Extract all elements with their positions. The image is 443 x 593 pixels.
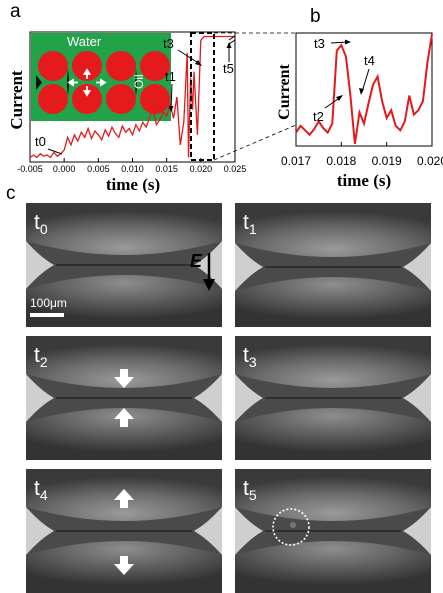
x-tick-label-a: 0.025: [224, 164, 247, 174]
scale-bar: [30, 313, 64, 317]
panel-a: a: [7, 1, 246, 194]
frame-t2: t2: [26, 336, 222, 460]
right-bright-wedge: [403, 507, 431, 555]
lower-droplet: [26, 275, 222, 327]
panel-b-axes: [295, 32, 433, 147]
oil-drop: [38, 51, 68, 81]
arrowhead-b-t2: [336, 95, 343, 101]
current-trace-b: [295, 33, 433, 144]
frame-t1: t1: [235, 203, 431, 327]
upper-droplet: [235, 203, 431, 257]
x-tick-label-b: 0.019: [372, 154, 402, 168]
axis-break: [228, 35, 236, 45]
xlabel-a: time (s): [106, 175, 160, 194]
upper-droplet: [26, 336, 222, 388]
label-t3: t3: [163, 36, 174, 51]
oil-drop: [106, 51, 136, 81]
x-tick-label-a: -0.005: [17, 164, 43, 174]
x-tick-label-a: 0.000: [53, 164, 76, 174]
arrowhead-b-t3: [345, 39, 351, 45]
water-label: Water: [67, 34, 102, 49]
label-b-t4: t4: [364, 53, 375, 68]
arrowhead-t5: [226, 42, 232, 48]
arrow-t0: [47, 148, 63, 155]
oil-drop: [140, 84, 170, 114]
lower-droplet: [235, 277, 431, 327]
arrow-down-icon: [114, 556, 134, 575]
force-arrows: [67, 68, 107, 97]
label-t5: t5: [223, 61, 234, 76]
x-tick-label-a: 0.015: [155, 164, 178, 174]
lower-droplet: [235, 541, 431, 593]
ylabel-a: Current: [7, 70, 26, 130]
oil-drop: [106, 84, 136, 114]
inset-schematic: Water Oil: [31, 33, 171, 121]
label-b-t2: t2: [313, 109, 324, 124]
oil-label: Oil: [132, 74, 146, 89]
upper-droplet: [26, 203, 222, 255]
left-bright-wedge: [26, 241, 54, 289]
x-tick-label-b: 0.020: [417, 154, 443, 168]
left-bright-wedge: [235, 374, 263, 422]
label-t1: t1: [165, 69, 176, 84]
arrow-t3: [177, 49, 201, 65]
arrowhead-t3: [195, 60, 202, 66]
oil-drop: [72, 51, 102, 81]
interstice-gaps: [36, 69, 137, 96]
label-b-t3: t3: [314, 36, 325, 51]
frame-t4: t4: [26, 469, 222, 593]
field-label: E: [190, 251, 203, 271]
panel-b-letter: b: [310, 6, 321, 27]
x-tick-label-a: 0.005: [87, 164, 110, 174]
arrowhead-t1: [168, 106, 174, 112]
lower-droplet: [235, 408, 431, 460]
coalescence-circle: [272, 508, 310, 546]
oil-drop: [72, 84, 102, 114]
panel-a-letter: a: [10, 1, 21, 22]
zoom-connector-bottom: [213, 124, 297, 161]
upper-droplet: [235, 469, 431, 521]
oil-drop: [140, 51, 170, 81]
left-bright-wedge: [235, 243, 263, 291]
arrow-down-icon: [114, 369, 134, 388]
frame-t3: t3: [235, 336, 431, 460]
frame-t5: t5: [235, 469, 431, 593]
left-bright-wedge: [26, 507, 54, 555]
left-bright-wedge: [26, 374, 54, 422]
x-tick-label-a: 0.020: [190, 164, 213, 174]
oil-drops: [38, 51, 170, 114]
panel-c-letter: c: [6, 183, 16, 204]
residual-droplet: [290, 522, 296, 528]
x-tick-label-b: 0.018: [326, 154, 356, 168]
current-trace-a: [29, 35, 235, 159]
zoom-region-box: [190, 32, 215, 161]
arrow-up-icon: [114, 489, 134, 508]
arrowhead-b-t4: [359, 88, 364, 95]
xlabel-b: time (s): [337, 171, 391, 190]
scale-bar-label: 100μm: [30, 296, 67, 310]
right-bright-wedge: [403, 374, 431, 422]
x-ticks-a: -0.005 0.000 0.005 0.010 0.015 0.020 0.025: [17, 158, 246, 174]
right-bright-wedge: [194, 374, 222, 422]
right-bright-wedge: [194, 507, 222, 555]
x-tick-label-a: 0.010: [121, 164, 144, 174]
label-t0: t0: [35, 134, 46, 149]
x-tick-label-b: 0.017: [281, 154, 311, 168]
arrow-up-icon: [114, 408, 134, 427]
x-ticks-b: 0.017 0.018 0.019 0.020: [281, 142, 443, 168]
right-bright-wedge: [403, 243, 431, 291]
left-bright-wedge: [235, 507, 263, 555]
field-arrow-icon: [203, 279, 215, 291]
arrow-b-t4: [361, 68, 370, 93]
oil-drop: [38, 84, 68, 114]
arrow-t1: [170, 83, 173, 111]
ylabel-b: Current: [276, 63, 293, 119]
lower-droplet: [26, 408, 222, 460]
upper-droplet: [235, 336, 431, 388]
